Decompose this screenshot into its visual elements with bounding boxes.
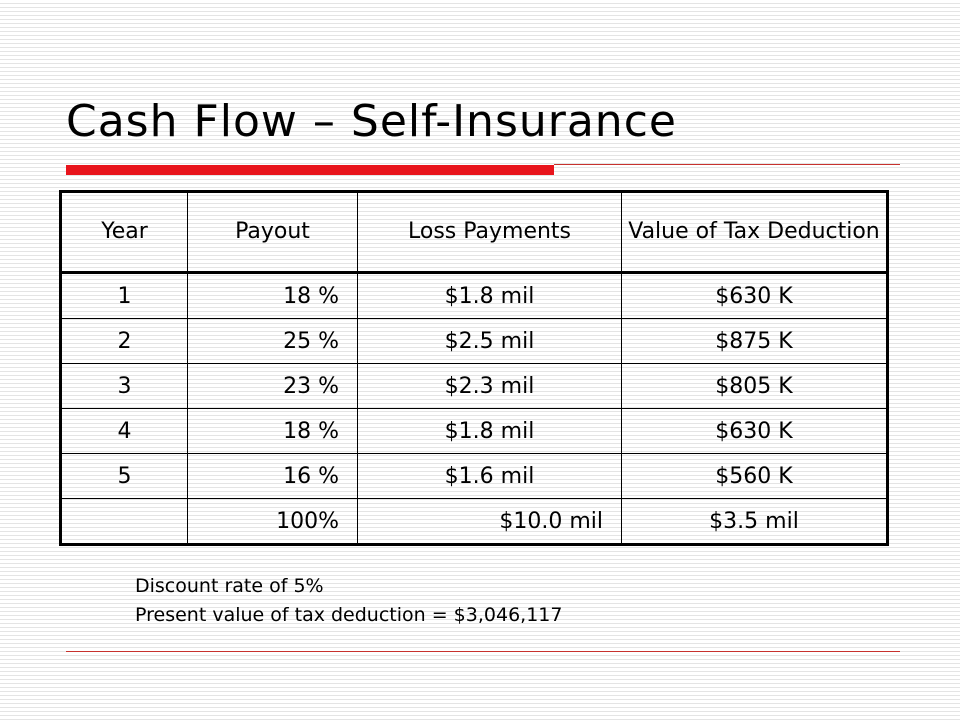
table-total-row: 100% $10.0 mil $3.5 mil xyxy=(60,498,888,545)
header-year: Year xyxy=(60,191,188,274)
slide-title: Cash Flow – Self-Insurance xyxy=(66,96,677,147)
present-value-note: Present value of tax deduction = $3,046,… xyxy=(135,604,563,626)
discount-rate-note: Discount rate of 5% xyxy=(135,575,324,597)
cell-year: 4 xyxy=(60,408,188,454)
cell-payout-total: 100% xyxy=(187,498,358,545)
cell-payout: 18 % xyxy=(187,408,358,454)
cell-year: 5 xyxy=(60,453,188,499)
cell-year: 2 xyxy=(60,318,188,364)
cell-tax-deduction: $560 K xyxy=(621,453,888,499)
header-tax-deduction: Value of Tax Deduction xyxy=(621,191,888,274)
cell-year: 3 xyxy=(60,363,188,409)
cell-payout: 25 % xyxy=(187,318,358,364)
cell-year: 1 xyxy=(60,272,188,319)
cell-tax-deduction: $805 K xyxy=(621,363,888,409)
cell-tax-deduction: $630 K xyxy=(621,272,888,319)
title-underline-rule xyxy=(554,164,900,165)
footnotes: Discount rate of 5% Present value of tax… xyxy=(135,572,562,630)
cell-year-total xyxy=(60,498,188,545)
cash-flow-table: Year Payout Loss Payments Value of Tax D… xyxy=(59,190,889,546)
table-row: 3 23 % $2.3 mil $805 K xyxy=(60,363,888,409)
table-row: 4 18 % $1.8 mil $630 K xyxy=(60,408,888,454)
cell-tax-deduction-total: $3.5 mil xyxy=(621,498,888,545)
table-row: 2 25 % $2.5 mil $875 K xyxy=(60,318,888,364)
title-underline-accent xyxy=(66,165,554,175)
header-loss-payments: Loss Payments xyxy=(357,191,622,274)
cell-loss-payments: $1.8 mil xyxy=(357,408,622,454)
cell-loss-payments: $2.5 mil xyxy=(357,318,622,364)
cell-loss-payments: $2.3 mil xyxy=(357,363,622,409)
header-payout: Payout xyxy=(187,191,358,274)
table-header-row: Year Payout Loss Payments Value of Tax D… xyxy=(60,191,888,274)
cell-tax-deduction: $875 K xyxy=(621,318,888,364)
cell-loss-payments-total: $10.0 mil xyxy=(357,498,622,545)
cell-loss-payments: $1.6 mil xyxy=(357,453,622,499)
bottom-rule xyxy=(66,651,900,652)
cell-payout: 23 % xyxy=(187,363,358,409)
cell-payout: 16 % xyxy=(187,453,358,499)
cell-tax-deduction: $630 K xyxy=(621,408,888,454)
cell-payout: 18 % xyxy=(187,272,358,319)
table-row: 1 18 % $1.8 mil $630 K xyxy=(60,272,888,319)
table-row: 5 16 % $1.6 mil $560 K xyxy=(60,453,888,499)
cell-loss-payments: $1.8 mil xyxy=(357,272,622,319)
